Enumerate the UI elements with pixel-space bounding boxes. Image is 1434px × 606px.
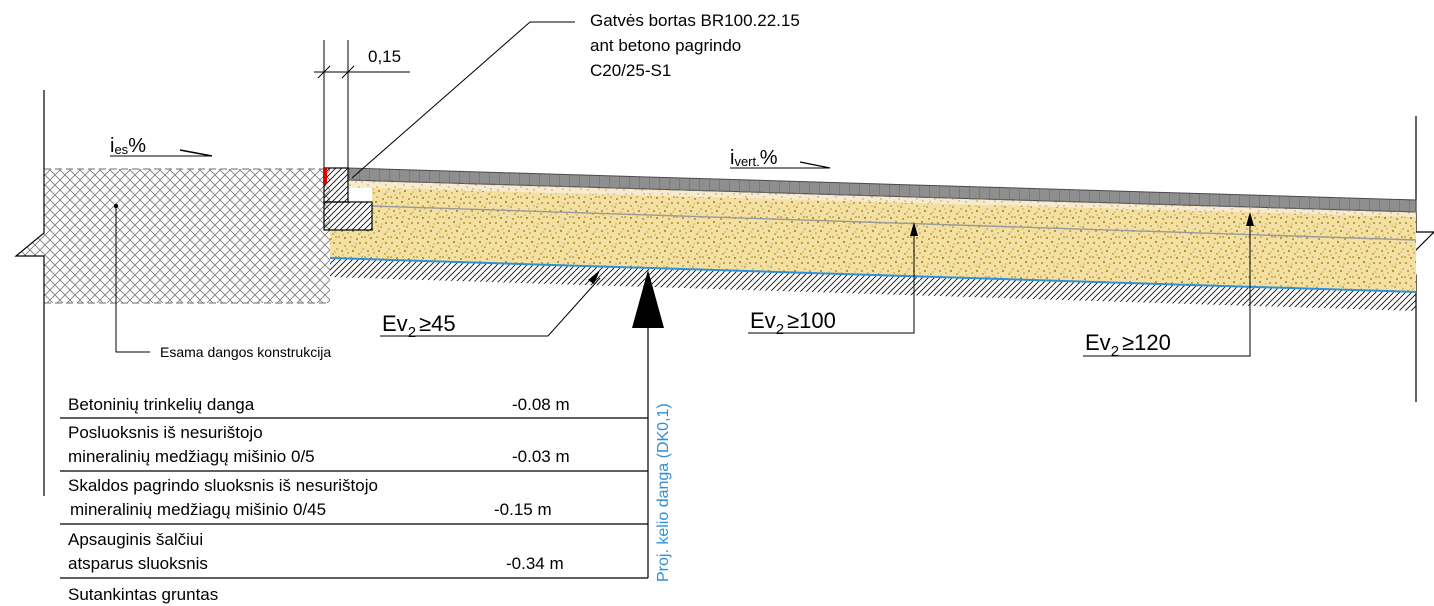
subgrade-line bbox=[329, 257, 1417, 293]
bedding-layer bbox=[348, 180, 1416, 217]
layer-3-name-line2: mineralinių medžiagų mišinio 0/45 bbox=[70, 500, 326, 519]
svg-text:Ev2≥45: Ev2 ≥45 bbox=[382, 311, 456, 341]
existing-label-leader bbox=[113, 203, 150, 353]
subgrade-label: Sutankintas gruntas bbox=[68, 585, 218, 604]
layer-table-lines bbox=[60, 417, 648, 579]
curb-marker bbox=[323, 168, 327, 184]
existing-label: Esama dangos konstrukcija bbox=[160, 344, 331, 360]
curb-callout-leader bbox=[351, 21, 575, 179]
layer-3-name: Skaldos pagrindo sluoksnis iš nesurištoj… bbox=[68, 476, 378, 495]
existing-pavement bbox=[14, 90, 330, 496]
svg-text:ies%: ies% bbox=[110, 135, 146, 157]
arrow-icon bbox=[588, 270, 600, 284]
bearing-100: Ev2 ≥100 bbox=[748, 222, 918, 338]
existing-slope: ies% bbox=[110, 135, 213, 157]
slope-arrow-icon bbox=[799, 161, 831, 169]
pavement-arrow bbox=[632, 270, 664, 578]
svg-text:Ev2≥100: Ev2 ≥100 bbox=[750, 308, 836, 338]
layer-2-name: Posluoksnis iš nesurištojo bbox=[68, 423, 263, 442]
layer-2-thickness: -0.03 m bbox=[512, 447, 570, 466]
svg-text:Ev2≥120: Ev2 ≥120 bbox=[1085, 330, 1171, 360]
pavement-label: Proj. kelio danga (DK0,1) bbox=[655, 403, 672, 582]
curb-callout-line1: Gatvės bortas BR100.22.15 bbox=[590, 11, 800, 30]
bearing-120: Ev2 ≥120 bbox=[1083, 212, 1254, 360]
curb-width-dimension bbox=[314, 40, 410, 168]
layer-1-name: Betoninių trinkelių danga bbox=[68, 395, 255, 414]
aggregate-layers bbox=[330, 185, 1416, 292]
curb-width-label: 0,15 bbox=[368, 47, 401, 66]
curb-callout-line3: C20/25-S1 bbox=[590, 61, 671, 80]
curb-callout-line2: ant betono pagrindo bbox=[590, 36, 741, 55]
layer-4-name-line2: atsparus sluoksnis bbox=[68, 554, 208, 573]
layer-1-thickness: -0.08 m bbox=[512, 395, 570, 414]
layer-4-name: Apsauginis šalčiui bbox=[68, 530, 203, 549]
layer-2-name-line2: mineralinių medžiagų mišinio 0/5 bbox=[68, 447, 315, 466]
layer-3-thickness: -0.15 m bbox=[494, 500, 552, 519]
pavement-layers bbox=[329, 167, 1417, 311]
big-arrow-icon bbox=[632, 270, 664, 328]
curb bbox=[323, 167, 373, 231]
ground-hatch bbox=[330, 259, 1416, 311]
design-slope: ivert.% bbox=[730, 147, 831, 169]
svg-text:ivert.%: ivert.% bbox=[730, 147, 778, 169]
bearing-45: Ev2 ≥45 bbox=[380, 270, 601, 341]
layer-4-thickness: -0.34 m bbox=[506, 554, 564, 573]
arrow-icon bbox=[1246, 212, 1254, 226]
arrow-icon bbox=[910, 222, 918, 236]
slope-arrow-icon bbox=[179, 149, 213, 157]
